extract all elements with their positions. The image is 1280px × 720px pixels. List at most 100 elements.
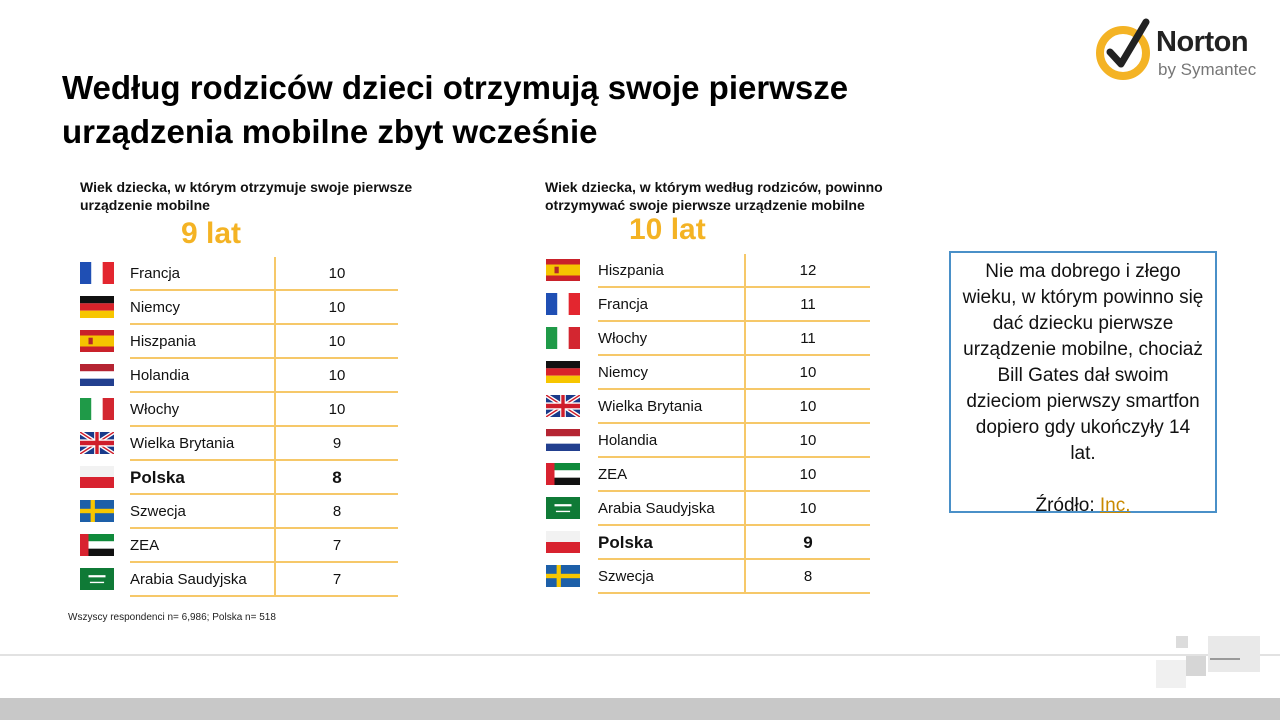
country-value: 10 [746,390,870,424]
logo-word: Norton [1156,26,1249,58]
right-panel-highlight: 10 lat [629,213,706,246]
country-value: 7 [276,563,398,597]
decorative-line [1210,658,1240,660]
france-flag-icon [546,293,580,315]
italy-flag-icon [546,327,580,349]
spain-flag-icon [80,330,114,352]
country-value: 12 [746,254,870,288]
country-value: 10 [276,257,398,291]
germany-flag-icon [546,361,580,383]
table-row: Polska 8 [80,461,398,495]
info-note-box: Nie ma dobrego i złego wieku, w którym p… [949,251,1217,516]
country-name: ZEA [130,529,276,563]
right-country-table: Hiszpania 12 Francja 11 Włochy 11 Niemcy 10 Wiel… [546,254,870,594]
table-row: Francja 11 [546,288,870,322]
country-name: Holandia [130,359,276,393]
decorative-block [1208,636,1260,672]
country-name: Holandia [598,424,746,458]
country-name: Francja [598,288,746,322]
country-value: 7 [276,529,398,563]
country-name: Wielka Brytania [598,390,746,424]
left-panel-heading: Wiek dziecka, w którym otrzymuje swoje p… [80,179,413,213]
country-name: Szwecja [598,560,746,594]
source-link[interactable]: Inc. [1099,495,1131,516]
spain-flag-icon [546,259,580,281]
country-name: Francja [130,257,276,291]
france-flag-icon [80,262,114,284]
table-row: Arabia Saudyjska 7 [80,563,398,597]
norton-logo: Norton by Symantec [1096,18,1266,88]
page-title: Według rodziców dzieci otrzymują swoje p… [62,69,849,150]
table-row: Arabia Saudyjska 10 [546,492,870,526]
country-value: 9 [276,427,398,461]
uk-flag-icon [546,395,580,417]
sweden-flag-icon [546,565,580,587]
country-value: 10 [276,325,398,359]
decorative-block [1156,660,1186,688]
table-row: ZEA 7 [80,529,398,563]
country-name: Hiszpania [598,254,746,288]
country-value: 10 [746,356,870,390]
table-row: Wielka Brytania 9 [80,427,398,461]
netherlands-flag-icon [546,429,580,451]
country-value: 10 [746,492,870,526]
country-value: 10 [276,291,398,325]
table-row: Niemcy 10 [80,291,398,325]
left-panel-highlight: 9 lat [181,217,242,250]
uae-flag-icon [80,534,114,556]
country-value: 8 [276,495,398,529]
source-line: Źródło: Inc. [951,493,1215,519]
country-name: Polska [130,461,276,495]
table-row: Włochy 10 [80,393,398,427]
country-name: Niemcy [130,291,276,325]
country-name: Włochy [130,393,276,427]
country-name: Polska [598,526,746,560]
country-value: 10 [276,359,398,393]
poland-flag-icon [80,466,114,488]
saudi-flag-icon [546,497,580,519]
italy-flag-icon [80,398,114,420]
table-row: Hiszpania 12 [546,254,870,288]
germany-flag-icon [80,296,114,318]
country-name: Włochy [598,322,746,356]
uk-flag-icon [80,432,114,454]
source-label: Źródło: [1035,495,1095,516]
netherlands-flag-icon [80,364,114,386]
logo-sub: by Symantec [1158,60,1257,79]
uae-flag-icon [546,463,580,485]
note-text: Nie ma dobrego i złego wieku, w którym p… [962,261,1204,464]
country-name: Szwecja [130,495,276,529]
table-row: Polska 9 [546,526,870,560]
country-value: 8 [276,461,398,495]
country-value: 8 [746,560,870,594]
country-value: 10 [746,424,870,458]
left-country-table: Francja 10 Niemcy 10 Hiszpania 10 Holandia 10 Wł… [80,257,398,597]
table-row: Szwecja 8 [80,495,398,529]
table-row: Włochy 11 [546,322,870,356]
decorative-block [1186,656,1206,676]
footnote: Wszyscy respondenci n= 6,986; Polska n= … [68,612,276,623]
table-row: Wielka Brytania 10 [546,390,870,424]
country-name: ZEA [598,458,746,492]
norton-check-icon [1096,18,1150,80]
saudi-flag-icon [80,568,114,590]
country-value: 11 [746,288,870,322]
decorative-block [1176,636,1188,648]
country-name: Niemcy [598,356,746,390]
bottom-band [0,698,1280,720]
country-value: 10 [276,393,398,427]
table-row: Holandia 10 [80,359,398,393]
country-name: Arabia Saudyjska [130,563,276,597]
sweden-flag-icon [80,500,114,522]
country-value: 10 [746,458,870,492]
right-panel-heading: Wiek dziecka, w którym według rodziców, … [545,179,883,213]
country-value: 11 [746,322,870,356]
country-name: Wielka Brytania [130,427,276,461]
table-row: Holandia 10 [546,424,870,458]
country-name: Arabia Saudyjska [598,492,746,526]
table-row: Hiszpania 10 [80,325,398,359]
bottom-divider [0,654,1280,656]
table-row: Francja 10 [80,257,398,291]
country-value: 9 [746,526,870,560]
table-row: Szwecja 8 [546,560,870,594]
